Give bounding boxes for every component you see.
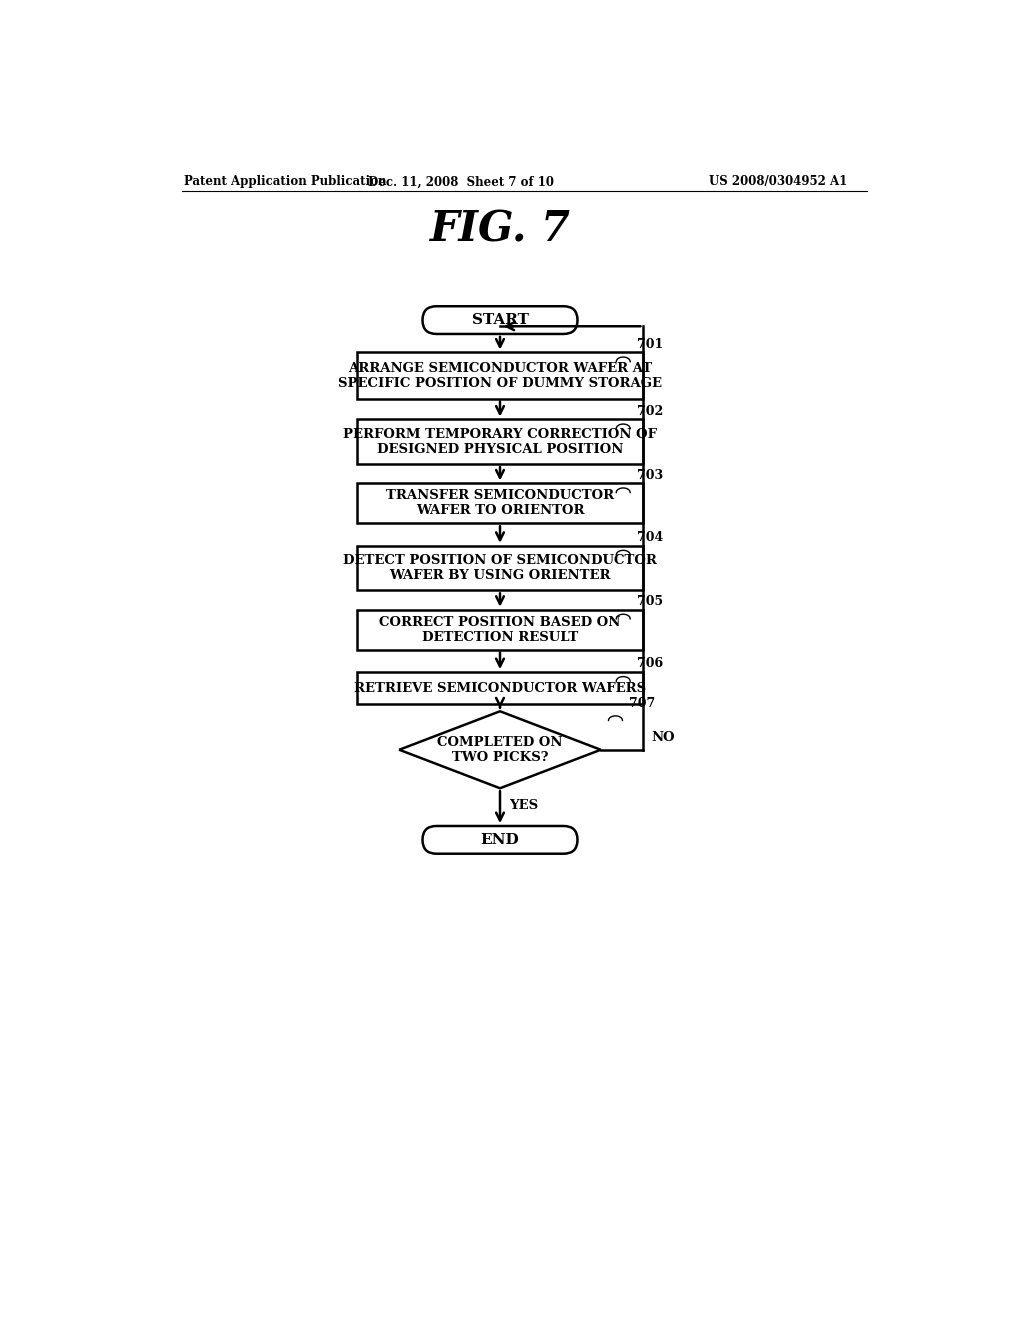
Text: 702: 702 xyxy=(637,405,664,418)
Text: 703: 703 xyxy=(637,469,664,482)
Text: 707: 707 xyxy=(630,697,655,710)
Text: 706: 706 xyxy=(637,657,664,671)
Text: 704: 704 xyxy=(637,531,664,544)
Text: FIG. 7: FIG. 7 xyxy=(429,209,570,251)
Text: Dec. 11, 2008  Sheet 7 of 10: Dec. 11, 2008 Sheet 7 of 10 xyxy=(369,176,554,189)
Text: END: END xyxy=(480,833,519,847)
FancyBboxPatch shape xyxy=(423,826,578,854)
Text: ARRANGE SEMICONDUCTOR WAFER AT
SPECIFIC POSITION OF DUMMY STORAGE: ARRANGE SEMICONDUCTOR WAFER AT SPECIFIC … xyxy=(338,362,662,389)
Text: Patent Application Publication: Patent Application Publication xyxy=(183,176,386,189)
Text: START: START xyxy=(472,313,528,327)
Text: 701: 701 xyxy=(637,338,664,351)
Text: NO: NO xyxy=(651,730,675,743)
Bar xyxy=(356,483,643,524)
Text: YES: YES xyxy=(509,799,539,812)
Text: CORRECT POSITION BASED ON
DETECTION RESULT: CORRECT POSITION BASED ON DETECTION RESU… xyxy=(379,615,621,644)
Text: RETRIEVE SEMICONDUCTOR WAFERS: RETRIEVE SEMICONDUCTOR WAFERS xyxy=(354,681,646,694)
Polygon shape xyxy=(399,711,601,788)
Text: TRANSFER SEMICONDUCTOR
WAFER TO ORIENTOR: TRANSFER SEMICONDUCTOR WAFER TO ORIENTOR xyxy=(386,490,614,517)
Text: 705: 705 xyxy=(637,595,664,609)
Text: US 2008/0304952 A1: US 2008/0304952 A1 xyxy=(710,176,848,189)
Bar xyxy=(356,420,643,465)
Text: PERFORM TEMPORARY CORRECTION OF
DESIGNED PHYSICAL POSITION: PERFORM TEMPORARY CORRECTION OF DESIGNED… xyxy=(343,428,657,455)
Text: COMPLETED ON
TWO PICKS?: COMPLETED ON TWO PICKS? xyxy=(437,735,563,764)
Bar xyxy=(356,610,643,649)
Bar xyxy=(356,545,643,590)
Bar xyxy=(356,672,643,705)
Text: DETECT POSITION OF SEMICONDUCTOR
WAFER BY USING ORIENTER: DETECT POSITION OF SEMICONDUCTOR WAFER B… xyxy=(343,554,657,582)
FancyBboxPatch shape xyxy=(423,306,578,334)
Bar xyxy=(356,352,643,399)
